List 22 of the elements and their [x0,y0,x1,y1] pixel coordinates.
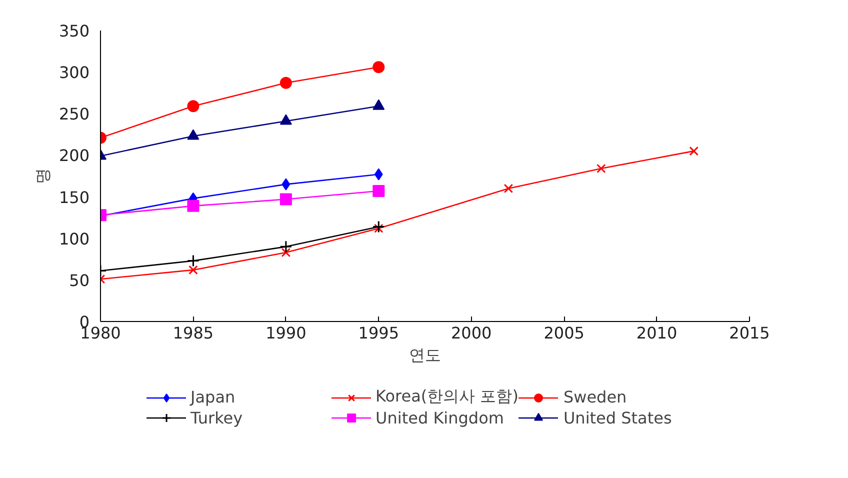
y-tick-label: 100 [58,229,90,248]
y-tick-label: 300 [58,63,90,82]
y-tick-label: 50 [69,270,90,290]
legend-label: United Kingdom [376,408,505,427]
x-tick-label: 1995 [358,324,399,342]
y-tick-label: 150 [58,188,90,207]
legend-label: Turkey [190,408,244,427]
x-tick-label: 1990 [266,324,306,342]
legend-label: Japan [190,388,236,406]
x-axis-title: 연도 [409,346,441,364]
y-tick-label: 200 [58,146,90,166]
y-tick-label: 250 [58,104,90,124]
x-tick-label: 2010 [636,324,678,342]
legend-label: Korea(한의사 포함) [376,386,518,408]
x-tick-label: 2015 [729,324,770,342]
y-tick-label: 350 [58,22,90,40]
y-axis-title: 명 [32,168,52,184]
x-tick-label: 2000 [451,324,492,342]
x-tick-label: 2005 [544,324,584,342]
x-tick-label: 1985 [172,324,214,342]
legend-label: Sweden [563,388,628,406]
legend-label: United States [563,408,673,427]
